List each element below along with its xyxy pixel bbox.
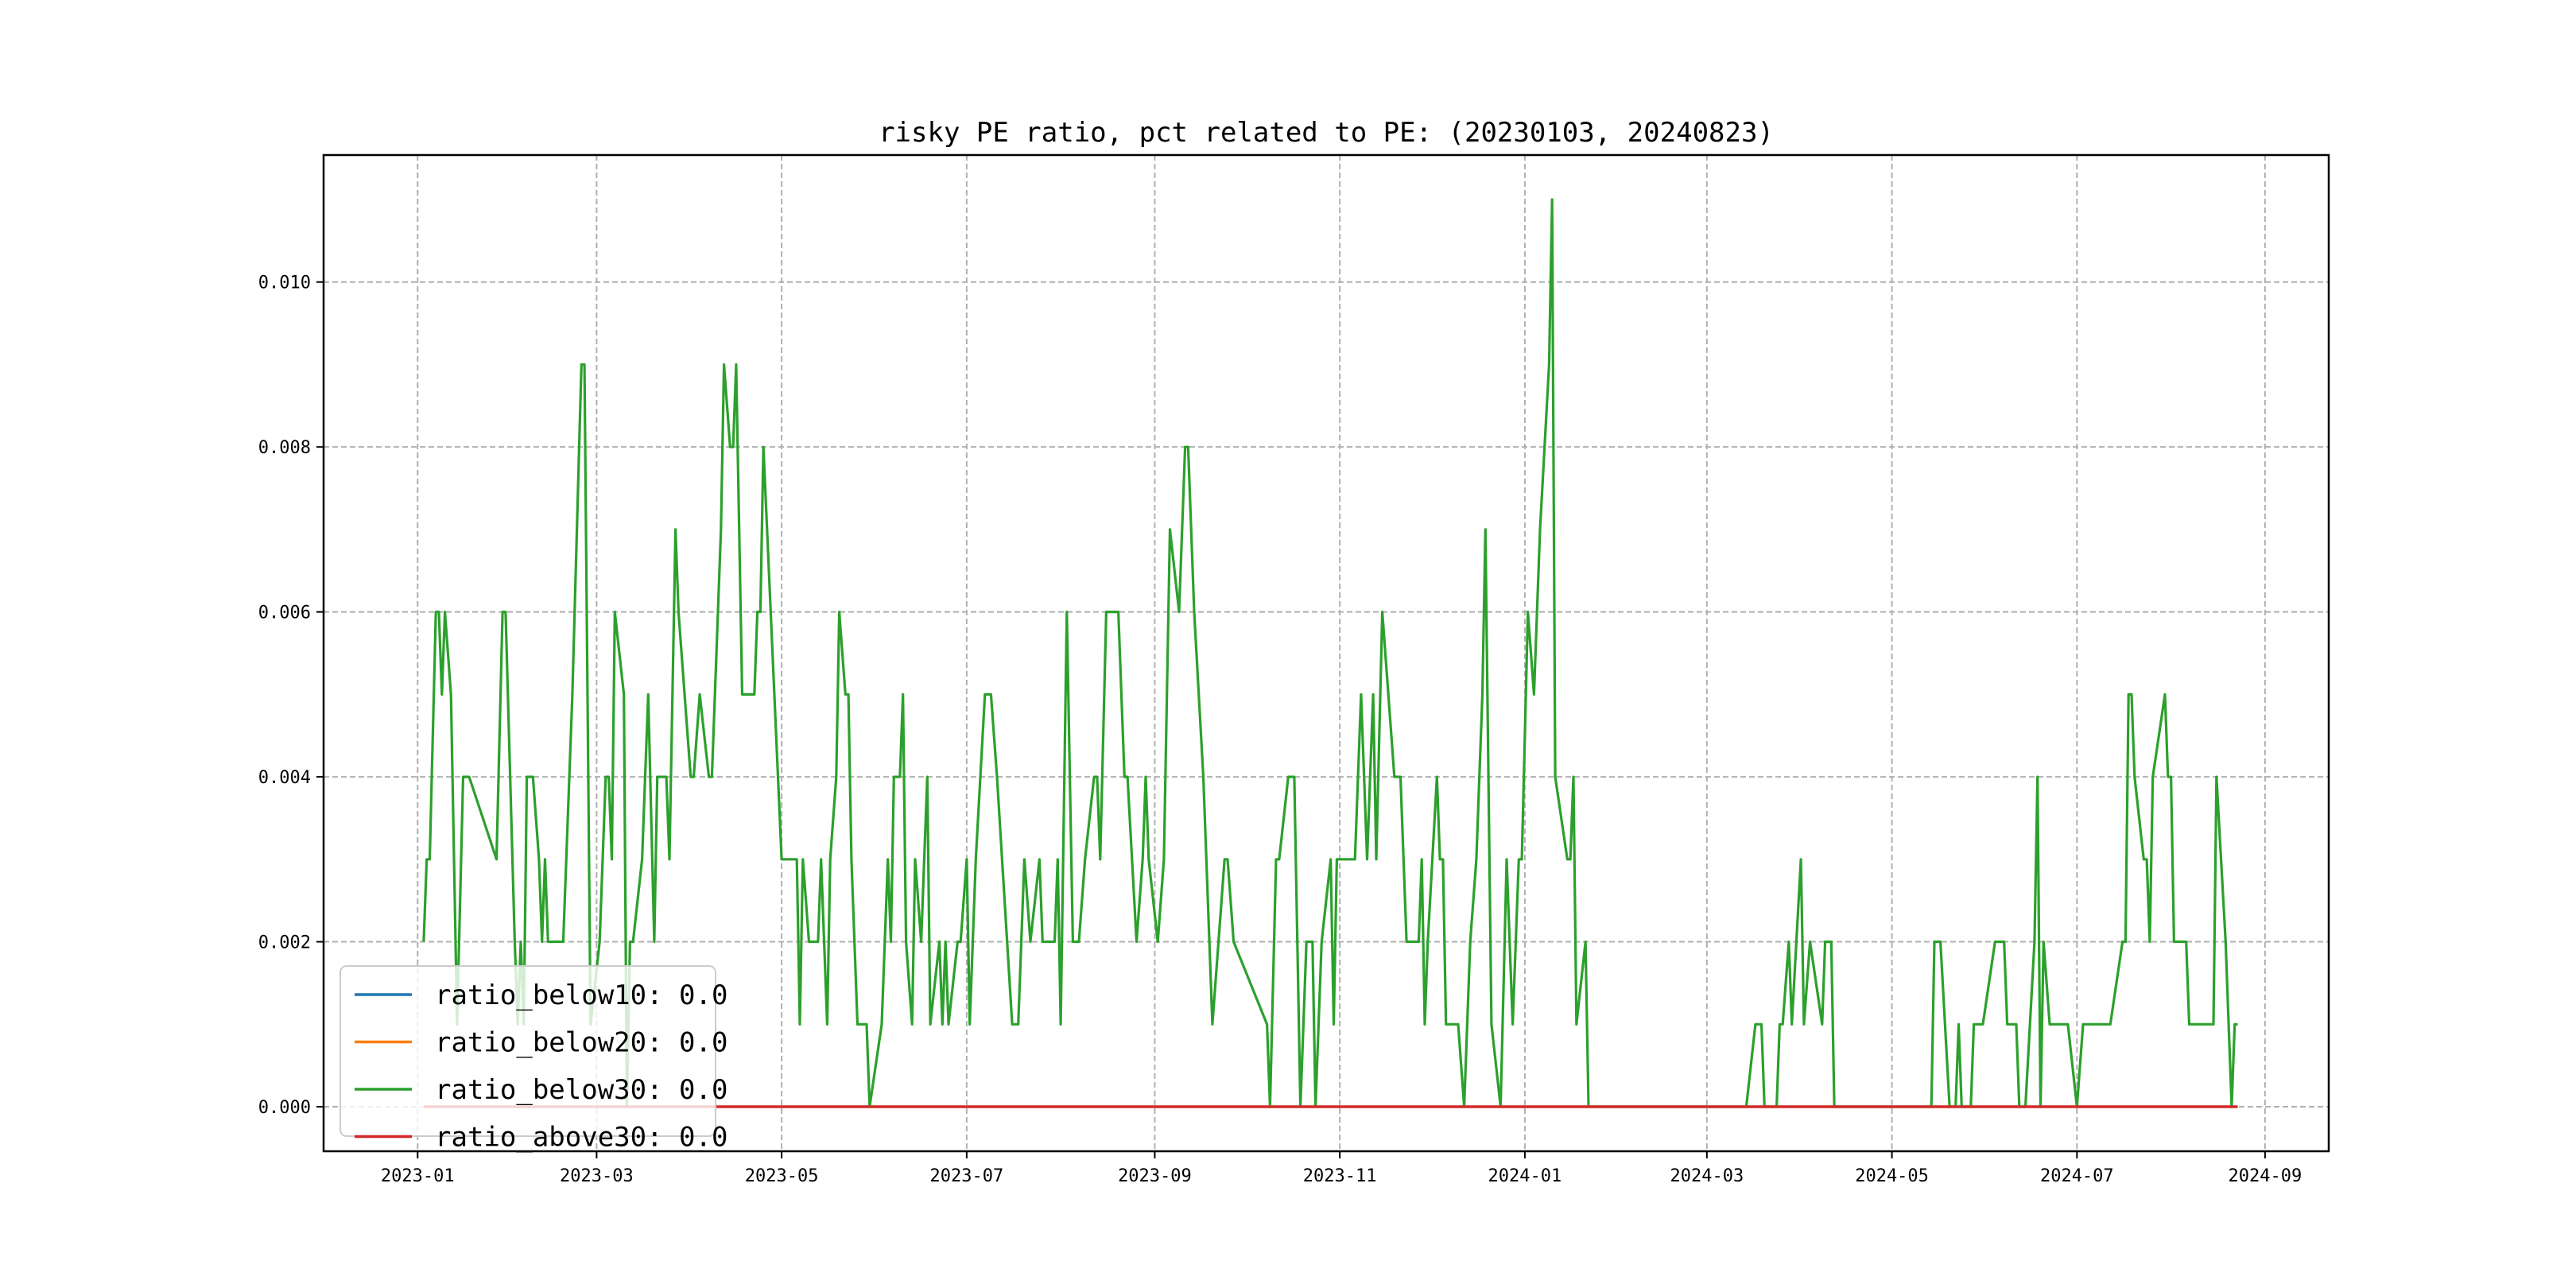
chart-title: risky PE ratio, pct related to PE: (2023… xyxy=(879,117,1774,149)
legend-label-ratio_below10: ratio_below10: 0.0 xyxy=(435,980,727,1011)
legend: ratio_below10: 0.0 ratio_below20: 0.0 rati… xyxy=(339,965,727,1154)
x-tick-label: 2023-05 xyxy=(745,1166,819,1186)
y-axis: 0.000 0.002 0.004 0.006 0.008 0.010 xyxy=(258,274,324,1118)
x-tick-label: 2023-01 xyxy=(381,1166,455,1186)
x-axis: 2023-01 2023-03 2023-05 2023-07 2023-09 2023-… xyxy=(381,1151,2302,1186)
x-tick-label: 2023-07 xyxy=(930,1166,1004,1186)
legend-label-ratio_above30: ratio_above30: 0.0 xyxy=(435,1122,727,1154)
y-tick-label: 0.008 xyxy=(258,438,311,458)
x-tick-label: 2024-09 xyxy=(2229,1166,2302,1186)
legend-label-ratio_below30: ratio_below30: 0.0 xyxy=(435,1074,727,1106)
x-tick-label: 2024-01 xyxy=(1488,1166,1562,1186)
legend-box xyxy=(339,965,716,1137)
y-tick-label: 0.004 xyxy=(258,768,311,788)
y-tick-label: 0.000 xyxy=(258,1098,311,1118)
y-tick-label: 0.002 xyxy=(258,933,311,953)
y-tick-label: 0.006 xyxy=(258,603,311,623)
series-lines xyxy=(422,198,2238,1108)
x-tick-label: 2024-07 xyxy=(2040,1166,2114,1186)
x-tick-label: 2023-11 xyxy=(1303,1166,1377,1186)
x-tick-label: 2023-09 xyxy=(1118,1166,1192,1186)
plot-frame xyxy=(322,153,2330,1153)
y-tick-label: 0.010 xyxy=(258,274,311,293)
series-line-ratio_below30 xyxy=(422,198,2238,1108)
x-tick-label: 2023-03 xyxy=(560,1166,634,1186)
legend-label-ratio_below20: ratio_below20: 0.0 xyxy=(435,1027,727,1059)
x-tick-label: 2024-05 xyxy=(1855,1166,1929,1186)
x-tick-label: 2024-03 xyxy=(1670,1166,1744,1186)
